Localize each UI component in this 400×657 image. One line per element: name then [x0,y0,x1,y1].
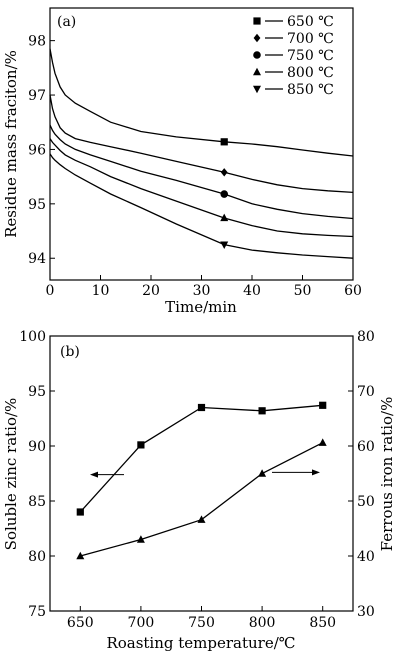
panel-a-data-point [220,168,228,177]
panel-b-series-lines [76,401,327,560]
panel-b-data-point [318,438,327,446]
panel-b-x-tick-label: 850 [309,615,336,631]
panel-b-right-y-axis-label: Ferrous iron ratio/% [378,397,396,552]
panel-b-x-tick-label: 750 [188,615,215,631]
panel-a-legend-marker [253,51,261,59]
panel-b-label: (b) [60,344,80,360]
panel-b-x-tick-label: 800 [249,615,276,631]
panel-a-y-axis-label: Residue mass fraciton/% [2,50,20,238]
panel-a-data-point [220,213,229,222]
panel-a-y-tick-label: 97 [28,88,46,104]
panel-a-x-tick-label: 30 [193,283,211,299]
panel-b-axis-arrows [90,469,320,478]
panel-a-y-tick-label: 98 [28,34,46,50]
panel-b-left-y-axis-label: Soluble zinc ratio/% [2,398,20,551]
panel-b-right-y-tick-label: 80 [357,329,375,345]
panel-b-roasting-chart: 650 700 750 800 850 75 80 85 90 95 100 30 40 50 60 70 80… [2,329,396,652]
panel-b-left-y-tick-label: 95 [28,384,46,400]
panel-b-data-point [137,441,145,449]
panel-a-legend-label: 750 ℃ [287,48,334,64]
panel-b-data-point [197,515,206,523]
panel-b-x-tick-label: 700 [128,615,155,631]
panel-a-series-lines [49,48,354,259]
panel-b-left-y-tick-label: 100 [19,329,46,345]
panel-a-legend-label: 650 ℃ [287,14,334,30]
panel-a-ticks: 0 10 20 30 40 50 60 94 95 96 97 98 [28,34,362,299]
panel-a-legend-marker [253,33,261,43]
panel-a-x-tick-label: 10 [92,283,110,299]
panel-b-x-tick-label: 650 [67,615,94,631]
panel-b-x-axis-label: Roasting temperature/℃ [106,634,295,652]
panel-a-series-line [49,94,354,194]
panel-a-data-point [220,241,229,249]
panel-a-legend-marker [253,67,261,76]
panel-a-x-tick-label: 40 [243,283,261,299]
panel-a-series-line [49,138,354,238]
panel-b-left-y-tick-label: 80 [28,549,46,565]
panel-a-y-tick-label: 96 [28,142,46,158]
right-axis-arrowhead [312,469,320,476]
panel-a-legend-label: 700 ℃ [287,31,334,47]
panel-a-series-line [49,153,354,259]
panel-a-legend-label: 850 ℃ [287,82,334,98]
left-axis-arrowhead [90,471,98,478]
panel-b-data-point [76,508,84,516]
panel-a-x-tick-label: 50 [294,283,312,299]
panel-b-right-y-tick-label: 30 [357,604,375,620]
panel-a-x-axis-label: Time/min [165,298,237,316]
panel-a-data-point [220,190,229,198]
panel-b-data-point [197,403,206,412]
panel-b-left-y-tick-label: 75 [28,604,46,620]
panel-a-x-tick-label: 0 [46,283,55,299]
panel-a-x-tick-label: 20 [142,283,160,299]
panel-b-ticks: 650 700 750 800 850 75 80 85 90 95 100 30 40 50 60 70 80 [19,329,375,631]
panel-a-x-tick-label: 60 [344,283,362,299]
panel-a-series-line [49,124,354,220]
panel-b-data-point [136,535,145,543]
panel-a-y-tick-label: 94 [28,251,46,267]
panel-b-left-y-tick-label: 90 [28,439,46,455]
panel-a-legend-marker [253,17,261,25]
panel-b-right-y-tick-label: 60 [357,439,375,455]
panel-a-y-tick-label: 95 [28,197,46,213]
panel-b-series-line [80,442,323,557]
panel-a-series-line [49,48,354,157]
panel-b-series-line [79,404,323,513]
panel-a-legend-marker [253,85,261,94]
panel-b-data-point [258,469,267,477]
panel-a-label: (a) [57,14,76,30]
panel-b-data-point [76,551,85,560]
panel-b-left-y-tick-label: 85 [28,494,46,510]
panel-b-right-y-tick-label: 70 [357,384,375,400]
panel-a-data-point [220,138,228,146]
panel-b-data-point [319,401,327,409]
panel-a-legend-label: 800 ℃ [287,65,334,81]
panel-b-data-point [258,407,266,415]
panel-b-right-y-tick-label: 50 [357,494,375,510]
panel-b-right-y-tick-label: 40 [357,549,375,565]
